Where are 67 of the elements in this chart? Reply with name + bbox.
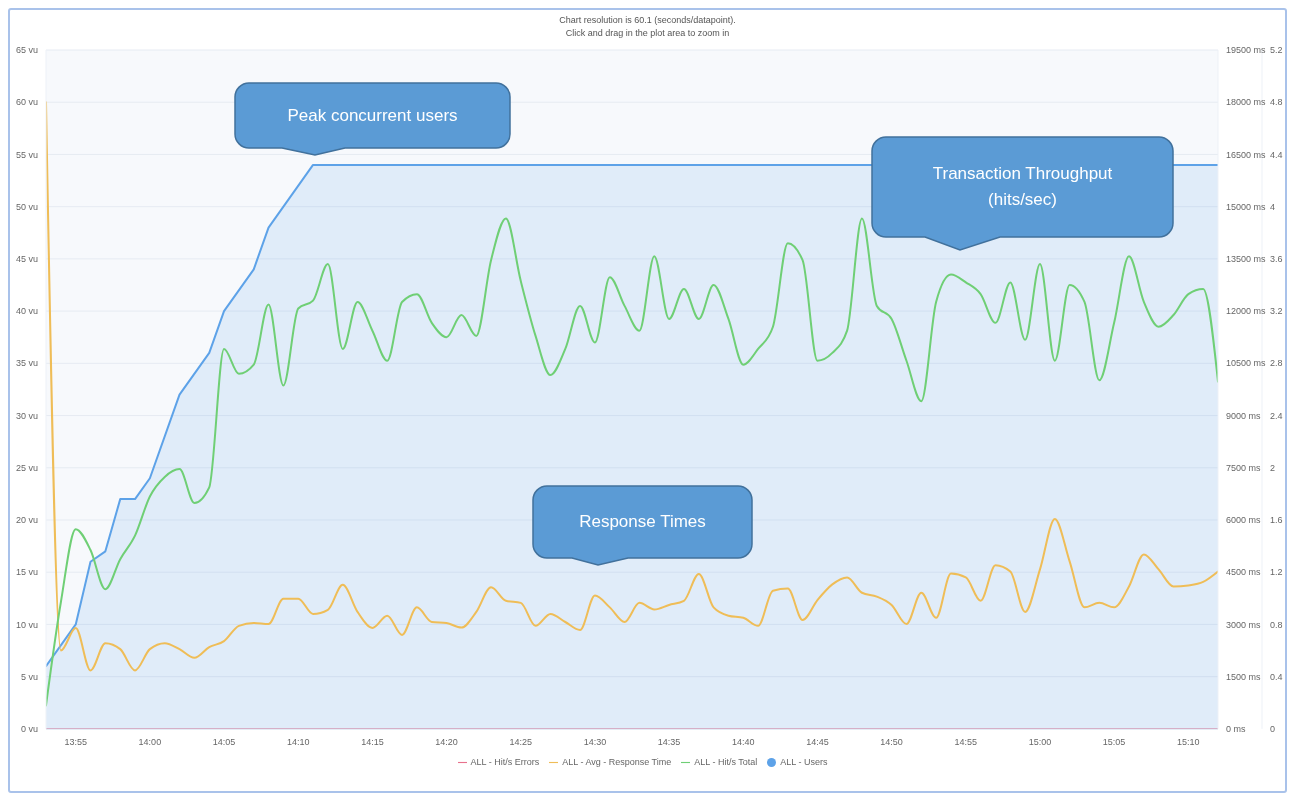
y2-tick-label: 9000 ms <box>1226 410 1262 421</box>
x-tick-label: 14:30 <box>583 736 607 747</box>
y3-tick-label: 2.8 <box>1270 358 1283 369</box>
legend-label: ALL - Avg - Response Time <box>562 756 672 767</box>
y2-tick-label: 7500 ms <box>1226 462 1262 473</box>
legend-label: ALL - Hit/s Total <box>694 756 758 767</box>
y3-tick-label: 3.6 <box>1270 254 1283 265</box>
chart-subtitle: Click and drag in the plot area to zoom in <box>564 27 731 40</box>
y-tick-label: 10 vu <box>15 619 38 630</box>
y-tick-label: 60 vu <box>15 97 38 108</box>
y-tick-label: 40 vu <box>15 306 38 317</box>
y-tick-label: 5 vu <box>20 671 38 682</box>
y3-tick-label: 2 <box>1270 462 1276 473</box>
legend-label: ALL - Hit/s Errors <box>470 756 540 767</box>
y3-tick-label: 1.2 <box>1270 567 1283 578</box>
y2-tick-label: 1500 ms <box>1226 671 1262 682</box>
x-tick-label: 14:45 <box>806 736 829 747</box>
legend-label: ALL - Users <box>780 756 828 767</box>
y2-tick-label: 3000 ms <box>1226 619 1262 630</box>
y3-tick-label: 4.8 <box>1270 97 1283 108</box>
y-tick-label: 45 vu <box>15 254 38 265</box>
y3-tick-label: 0 <box>1270 724 1276 735</box>
chart-title: Chart resolution is 60.1 (seconds/datapoint). <box>558 14 737 27</box>
x-tick-label: 14:15 <box>361 736 384 747</box>
y2-tick-label: 4500 ms <box>1226 567 1262 578</box>
x-tick-label: 14:10 <box>286 736 310 747</box>
y-tick-label: 0 vu <box>20 724 38 735</box>
y2-tick-label: 13500 ms <box>1226 254 1267 265</box>
y-tick-label: 20 vu <box>15 515 38 526</box>
y2-tick-label: 12000 ms <box>1226 306 1267 317</box>
y-tick-label: 35 vu <box>15 358 38 369</box>
annotation: Transaction Throughput (hits/sec) <box>931 163 1114 211</box>
x-tick-label: 14:25 <box>509 736 533 747</box>
y3-tick-label: 4 <box>1270 201 1276 212</box>
y-tick-label: 25 vu <box>15 462 38 473</box>
y3-tick-label: 5.2 <box>1270 45 1283 56</box>
y2-tick-label: 16500 ms <box>1226 149 1267 160</box>
x-tick-label: 14:55 <box>954 736 978 747</box>
y-tick-label: 55 vu <box>15 149 38 160</box>
y2-tick-label: 18000 ms <box>1226 97 1267 108</box>
y2-tick-label: 19500 ms <box>1226 45 1267 56</box>
annotation: Response Times <box>578 511 707 533</box>
y3-tick-label: 4.4 <box>1270 149 1283 160</box>
y3-tick-label: 3.2 <box>1270 306 1283 317</box>
x-tick-label: 15:05 <box>1102 736 1126 747</box>
y2-tick-label: 10500 ms <box>1226 358 1267 369</box>
x-tick-label: 14:05 <box>212 736 236 747</box>
y2-tick-label: 15000 ms <box>1226 201 1267 212</box>
x-tick-label: 15:10 <box>1177 736 1200 747</box>
y3-tick-label: 2.4 <box>1270 410 1283 421</box>
x-tick-label: 14:20 <box>435 736 458 747</box>
y-tick-label: 30 vu <box>15 410 38 421</box>
y-tick-label: 65 vu <box>15 45 38 56</box>
x-tick-label: 13:55 <box>64 736 87 747</box>
y-tick-label: 15 vu <box>15 567 38 578</box>
y3-tick-label: 0.4 <box>1270 671 1283 682</box>
x-tick-label: 14:00 <box>138 736 162 747</box>
y2-tick-label: 0 ms <box>1226 724 1246 735</box>
x-tick-label: 14:40 <box>732 736 755 747</box>
y-tick-label: 50 vu <box>15 201 38 212</box>
x-tick-label: 15:00 <box>1028 736 1052 747</box>
y2-tick-label: 6000 ms <box>1226 515 1262 526</box>
x-tick-label: 14:50 <box>880 736 903 747</box>
y3-tick-label: 0.8 <box>1270 619 1283 630</box>
annotation: Peak concurrent users <box>286 104 459 127</box>
y3-tick-label: 1.6 <box>1270 515 1283 526</box>
x-tick-label: 14:35 <box>657 736 681 747</box>
